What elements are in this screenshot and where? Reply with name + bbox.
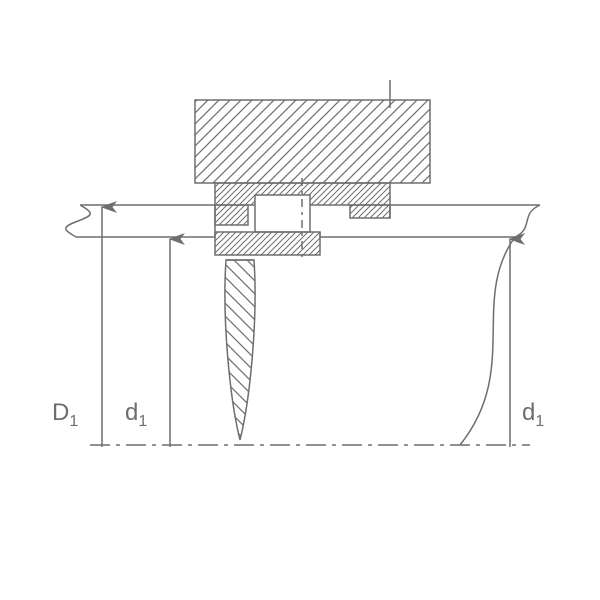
d1r-main: d xyxy=(522,399,535,426)
dimension-d1-right: d1 xyxy=(510,239,544,447)
shaft-left xyxy=(66,205,215,237)
d1l-main: d xyxy=(125,399,138,426)
cone-shape xyxy=(225,260,255,440)
dimension-D1: D1 xyxy=(52,207,102,447)
d1r-sub: 1 xyxy=(535,413,544,430)
d1l-sub: 1 xyxy=(138,413,147,430)
D1-main: D xyxy=(52,399,69,426)
bearing-diagram: D1 d1 d1 xyxy=(0,0,600,600)
inner-ring xyxy=(215,232,320,255)
svg-text:d1: d1 xyxy=(125,399,147,430)
svg-text:D1: D1 xyxy=(52,399,78,430)
dimension-d1-left: d1 xyxy=(125,239,170,447)
drawing-group: D1 d1 d1 xyxy=(52,80,544,447)
D1-sub: 1 xyxy=(69,413,78,430)
housing-block xyxy=(195,100,430,183)
shaft-right xyxy=(320,205,540,445)
svg-text:d1: d1 xyxy=(522,399,544,430)
